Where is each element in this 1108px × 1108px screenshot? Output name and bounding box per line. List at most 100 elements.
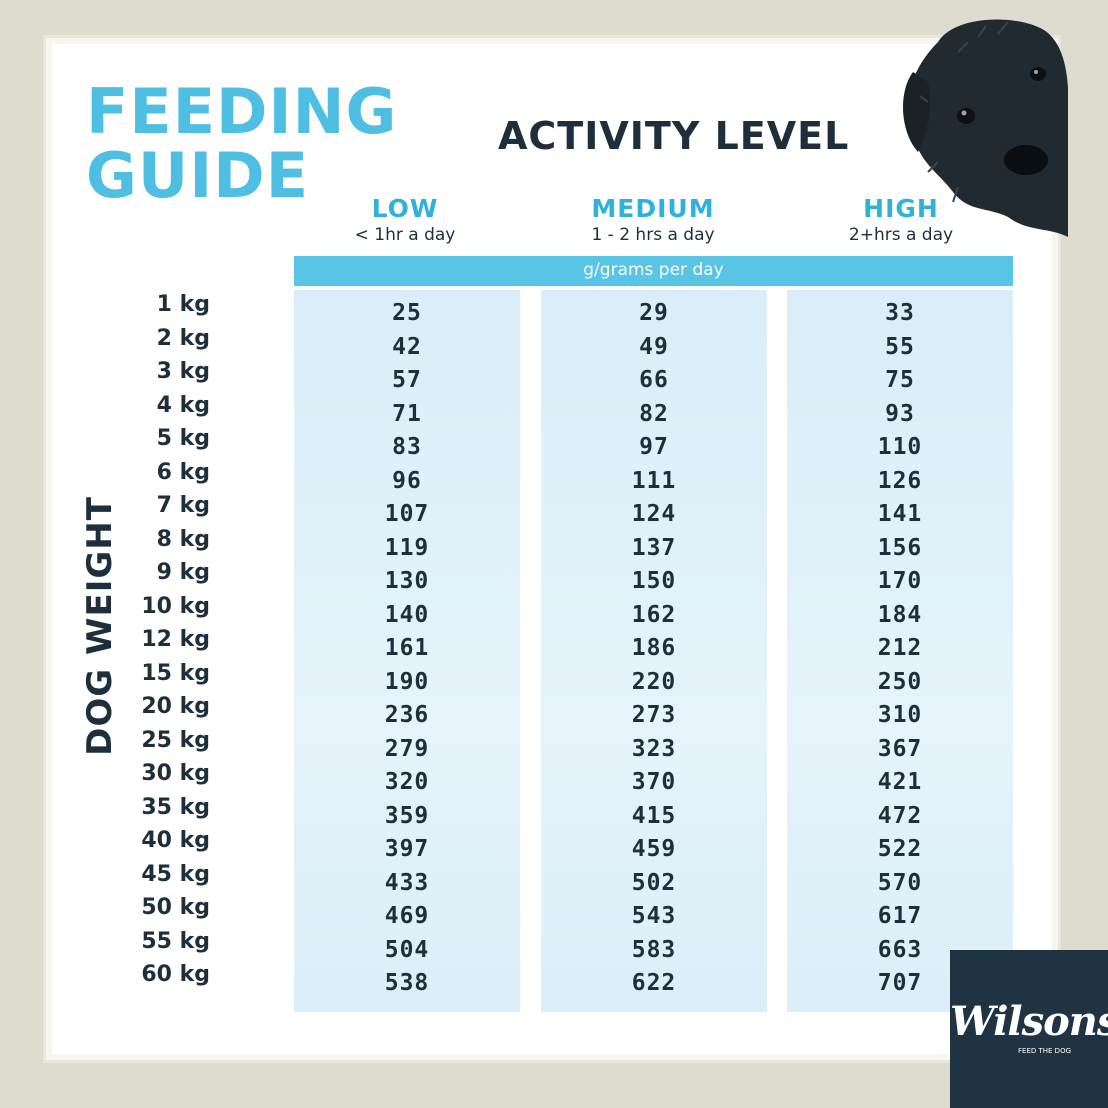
grams-cell-high: 522 [877,836,923,862]
weight-label: 15 kg [141,660,210,686]
activity-level-heading: ACTIVITY LEVEL [498,114,850,158]
column-level-label: HIGH [863,194,939,223]
grams-cell-medium: 220 [631,668,677,695]
weight-label: 20 kg [141,694,210,719]
grams-cell-low: 279 [384,735,430,762]
grams-cell-low: 57 [392,367,422,393]
grams-per-day-band: g/grams per day [294,256,1013,286]
grams-cell-high: 141 [877,501,923,527]
grams-cell-high: 184 [877,601,923,628]
weight-label: 45 kg [141,861,210,887]
grams-cell-medium: 502 [631,869,677,896]
column-level-label: LOW [371,194,439,223]
grams-cell-medium: 273 [631,702,677,728]
grams-cell-medium: 622 [631,970,677,996]
column-header-high: HIGH 2+hrs a day [788,194,1014,245]
grams-cell-high: 170 [877,568,923,594]
grams-cell-low: 433 [384,869,430,896]
grams-cell-low: 190 [384,668,430,695]
low-column [294,290,520,1012]
weight-label: 35 kg [141,794,210,820]
grams-cell-medium: 583 [631,936,677,963]
grams-cell-high: 75 [885,367,915,393]
dog-illustration [902,19,1068,237]
grams-cell-high: 250 [877,668,923,695]
grams-cell-medium: 97 [639,434,669,460]
weight-label: 1 kg [156,292,210,317]
logo-tagline: FEED THE DOG [1018,1047,1071,1055]
medium-column [541,290,767,1012]
title-line-2: GUIDE [86,139,310,212]
weight-label: 30 kg [141,761,210,786]
weight-label: 9 kg [156,560,210,585]
grams-cell-low: 161 [384,635,430,661]
grams-cell-high: 212 [877,635,923,661]
page-title: FEEDING GUIDE [86,80,397,208]
grams-cell-low: 397 [384,836,430,862]
grams-cell-medium: 82 [639,400,669,427]
grams-cell-low: 42 [392,333,422,360]
grams-cell-high: 707 [877,970,923,996]
grams-cell-low: 236 [384,702,430,728]
grams-cell-high: 421 [877,769,923,795]
weight-label: 60 kg [141,962,210,987]
weight-label: 12 kg [141,627,210,652]
wilsons-logo: Wilsons FEED THE DOG [950,950,1108,1108]
grams-cell-low: 320 [384,769,430,795]
grams-cell-medium: 323 [631,735,677,762]
grams-cell-high: 93 [885,400,915,427]
grams-cell-medium: 150 [631,568,677,594]
column-level-label: MEDIUM [591,194,715,223]
grams-cell-low: 107 [384,501,430,527]
column-header-low: LOW < 1hr a day [292,194,518,245]
grams-cell-high: 110 [877,434,923,460]
grams-cell-low: 83 [392,434,422,460]
grams-cell-medium: 186 [631,635,677,661]
logo-brand: Wilsons [950,998,1108,1045]
weight-label: 40 kg [141,828,210,853]
grams-cell-medium: 29 [639,300,669,326]
column-hours-label: 1 - 2 hrs a day [591,225,715,245]
grams-cell-medium: 124 [631,501,677,527]
grams-cell-low: 71 [392,400,422,427]
grams-cell-medium: 415 [631,802,677,829]
grams-cell-medium: 66 [639,367,669,393]
grams-cell-high: 663 [877,936,923,963]
weight-label: 25 kg [141,727,210,753]
grams-cell-low: 130 [384,568,430,594]
grams-cell-medium: 543 [631,903,677,929]
grams-cell-low: 469 [384,903,430,929]
title-line-1: FEEDING [86,75,398,148]
grams-cell-low: 96 [392,467,422,494]
grams-cell-low: 359 [384,802,430,829]
grams-cell-medium: 49 [639,333,669,360]
high-column [787,290,1013,1012]
weight-label: 8 kg [156,526,210,552]
grams-cell-high: 156 [877,534,923,561]
grams-cell-high: 617 [877,903,923,929]
grams-cell-medium: 162 [631,601,677,628]
weight-label: 5 kg [156,426,210,451]
grams-cell-high: 33 [885,300,915,326]
grams-cell-low: 504 [384,936,430,963]
weight-label: 55 kg [141,928,210,954]
grams-cell-high: 367 [877,735,923,762]
weight-label: 3 kg [156,359,210,384]
column-hours-label: 2+hrs a day [848,225,954,245]
grams-cell-medium: 370 [631,769,677,795]
weight-label: 6 kg [156,459,210,485]
weight-label: 4 kg [156,392,210,418]
grams-cell-low: 119 [384,534,430,561]
grams-cell-high: 570 [877,869,923,896]
grams-cell-high: 55 [885,333,915,360]
grams-cell-high: 126 [877,467,923,494]
grams-cell-low: 538 [384,970,430,996]
grams-cell-low: 25 [392,300,422,326]
weight-label: 10 kg [141,593,210,619]
grams-cell-medium: 137 [631,534,677,561]
column-hours-label: < 1hr a day [354,225,456,245]
grams-cell-high: 472 [877,802,923,829]
weight-label: 2 kg [156,325,210,351]
grams-cell-high: 310 [877,702,923,728]
grams-cell-medium: 111 [631,467,677,494]
